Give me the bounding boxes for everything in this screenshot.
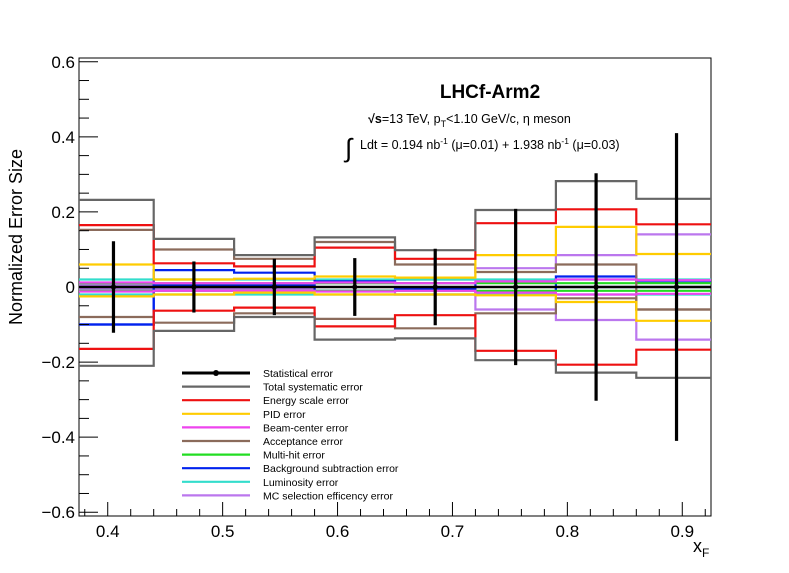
legend-label: Background subtraction error — [263, 463, 399, 475]
energy-text-rest: <1.10 GeV/c, η meson — [446, 112, 571, 126]
stat-point — [513, 284, 519, 290]
sqrt-s-symbol: √s — [368, 112, 382, 126]
stat-point — [432, 284, 438, 290]
x-tick-label: 0.7 — [441, 522, 465, 541]
y-tick-label: 0 — [66, 278, 75, 297]
y-tick-label: 0.6 — [51, 53, 75, 72]
stat-point — [271, 284, 277, 290]
legend-label: PID error — [263, 409, 306, 421]
lumi-suffix: (μ=0.03) — [569, 138, 620, 152]
energy-scale-error-lower-line — [79, 306, 711, 366]
chart-title: LHCf-Arm2 — [440, 82, 540, 103]
legend-label: MC selection efficency error — [263, 490, 393, 502]
stat-point — [593, 284, 599, 290]
energy-pt-subscript: T — [441, 119, 447, 129]
error-series-layer — [79, 180, 711, 379]
axes: 0.4 0.5 0.6 0.7 0.8 0.9 −0.6 −0.4 −0.2 0 0.2 0.4 0.6 — [41, 53, 706, 541]
energy-text: =13 TeV, p — [382, 112, 441, 126]
legend-label: Beam-center error — [263, 422, 349, 434]
legend-label: Statistical error — [263, 368, 334, 380]
integral-symbol: ∫ — [343, 133, 354, 163]
stat-point — [673, 284, 680, 290]
beam-center-error-upper-line — [79, 278, 711, 285]
lumi-prefix: Ldt = 0.194 nb — [360, 138, 440, 152]
legend: Statistical error Total systematic errorE… — [182, 368, 399, 502]
x-tick-label: 0.4 — [96, 522, 120, 541]
statistical-error-bars — [79, 133, 711, 441]
x-axis-title: xF — [693, 536, 709, 560]
stat-point — [191, 284, 197, 290]
x-tick-label: 0.8 — [556, 522, 580, 541]
y-axis-title: Normalized Error Size — [6, 149, 26, 325]
y-tick-label: −0.6 — [41, 503, 75, 522]
luminosity-annotation: Ldt = 0.194 nb-1 (μ=0.01) + 1.938 nb-1 (… — [360, 136, 620, 152]
legend-label: Luminosity error — [263, 477, 339, 489]
legend-swatch-marker — [213, 370, 219, 376]
energy-annotation: √s=13 TeV, pT<1.10 GeV/c, η meson — [368, 112, 571, 129]
legend-label: Multi-hit error — [263, 450, 325, 462]
x-tick-label: 0.5 — [211, 522, 235, 541]
stat-point — [110, 284, 117, 290]
legend-label: Energy scale error — [263, 395, 349, 407]
lumi-mid: (μ=0.01) + 1.938 nb — [448, 138, 562, 152]
stat-point — [352, 284, 358, 290]
y-tick-label: −0.4 — [41, 428, 75, 447]
legend-label: Acceptance error — [263, 436, 343, 448]
x-axis-title-main: x — [693, 536, 702, 556]
legend-label: Total systematic error — [263, 382, 363, 394]
x-axis-title-sub: F — [702, 546, 709, 560]
y-tick-label: −0.2 — [41, 353, 75, 372]
lumi-sup-1: -1 — [440, 136, 448, 146]
beam-center-error-lower-line — [79, 289, 711, 296]
y-tick-label: 0.4 — [51, 128, 75, 147]
x-tick-label: 0.9 — [670, 522, 694, 541]
lumi-sup-2: -1 — [561, 136, 569, 146]
x-tick-label: 0.6 — [326, 522, 350, 541]
total-systematic-error-upper-line — [79, 180, 711, 257]
pid-error-lower-line — [79, 291, 711, 322]
y-tick-label: 0.2 — [51, 203, 75, 222]
